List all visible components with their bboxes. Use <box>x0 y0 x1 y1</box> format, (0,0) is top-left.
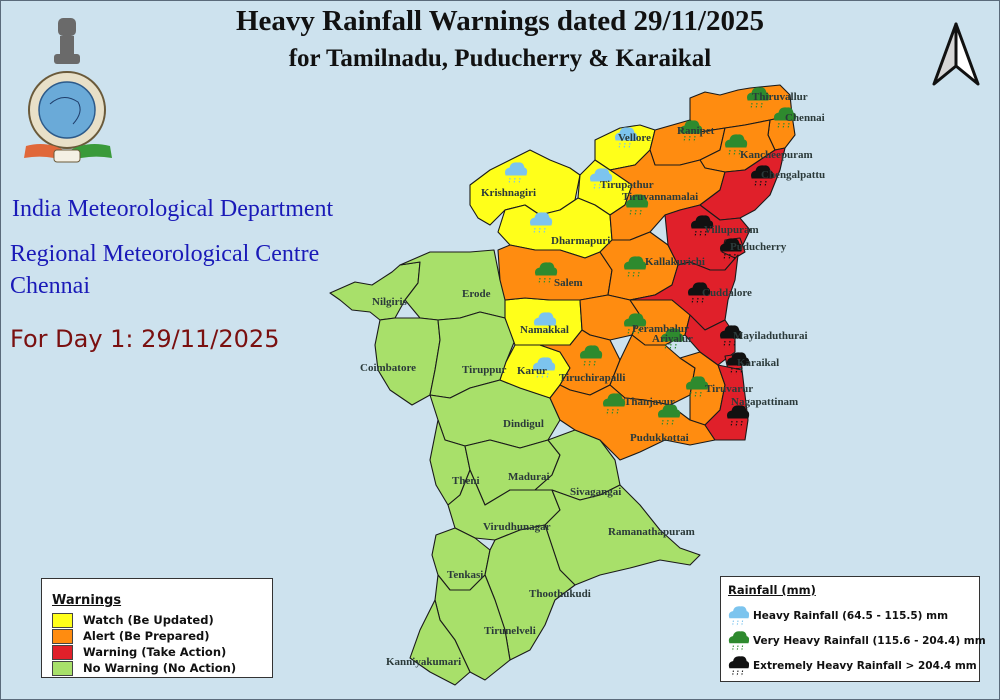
label-perambalur: Perambalur <box>632 323 689 335</box>
label-tenkasi: Tenkasi <box>447 569 483 581</box>
legend-label: Alert (Be Prepared) <box>83 629 210 643</box>
legend-label: Extremely Heavy Rainfall > 204.4 mm <box>753 660 977 672</box>
label-thiruvallur: Thiruvallur <box>752 91 808 103</box>
warnings-legend: Warnings Watch (Be Updated) Alert (Be Pr… <box>41 578 273 678</box>
label-mayiladuthurai: Mayiladuthurai <box>733 330 808 342</box>
org-name: India Meteorological Department <box>12 196 334 222</box>
label-chengalpattu: Chengalpattu <box>761 169 825 181</box>
label-coimbatore: Coimbatore <box>360 362 416 374</box>
label-krishnagiri: Krishnagiri <box>481 187 536 199</box>
legend-label: No Warning (No Action) <box>83 661 237 675</box>
alert-swatch <box>52 628 73 644</box>
label-thanjavur: Thanjavur <box>624 396 675 408</box>
label-ariyalur: Ariyalur <box>652 333 693 345</box>
imd-logo-icon <box>24 18 112 163</box>
label-karur: Karur <box>517 365 547 377</box>
label-sivagangai: Sivagangai <box>570 486 621 498</box>
warnings-legend-title: Warnings <box>52 593 122 608</box>
label-namakkal: Namakkal <box>520 324 569 336</box>
no-warning-swatch <box>52 660 73 676</box>
legend-label: Heavy Rainfall (64.5 - 115.5) mm <box>753 610 949 622</box>
label-theni: Theni <box>452 475 480 487</box>
light-blue-rain-cloud-icon <box>728 606 749 627</box>
label-kallakurichi: Kallakurichi <box>645 256 705 268</box>
label-tiruchirapalli: Tiruchirapalli <box>559 372 625 384</box>
regional-centre: Regional Meteorological Centre Chennai <box>10 238 319 302</box>
label-villupuram: Villupuram <box>704 224 759 236</box>
legend-label: Watch (Be Updated) <box>83 613 214 627</box>
label-thoothukudi: Thoothukudi <box>529 588 591 600</box>
label-tirupathur: Tirupathur <box>600 179 654 191</box>
legend-item-watch: Watch (Be Updated) <box>52 612 214 628</box>
label-dharmapuri: Dharmapuri <box>551 235 610 247</box>
green-rain-cloud-icon <box>728 631 749 652</box>
label-cuddalore: Cuddalore <box>702 287 752 299</box>
label-puducherry: Puducherry <box>730 241 787 253</box>
label-ramanathapuram: Ramanathapuram <box>608 526 695 538</box>
watch-swatch <box>52 612 73 628</box>
label-pudukkottai: Pudukkottai <box>630 432 689 444</box>
black-rain-cloud-icon <box>728 656 749 677</box>
warning-swatch <box>52 644 73 660</box>
label-salem: Salem <box>554 277 583 289</box>
label-vellore: Vellore <box>618 132 651 144</box>
north-arrow-icon <box>932 22 980 86</box>
district-thanjavur <box>609 334 696 406</box>
district-kanniyakumari <box>409 599 471 686</box>
label-erode: Erode <box>462 288 491 300</box>
district-nilgiris <box>329 261 421 321</box>
label-tiruvarur: Tiruvarur <box>705 383 753 395</box>
label-nilgiris: Nilgiris <box>372 296 408 308</box>
label-dindigul: Dindigul <box>503 418 544 430</box>
rainfall-legend-title: Rainfall (mm) <box>728 583 816 597</box>
district-mayiladuthurai <box>684 314 736 366</box>
label-kanniyakumari: Kanniyakumari <box>386 656 461 668</box>
label-chennai: Chennai <box>785 112 825 124</box>
district-erode <box>399 249 511 321</box>
label-tiruvannamalai: Tiruvannamalai <box>622 191 698 203</box>
label-nagapattinam: Nagapattinam <box>731 396 798 408</box>
forecast-day: For Day 1: 29/11/2025 <box>10 325 280 353</box>
legend-item-no-warning: No Warning (No Action) <box>52 660 236 676</box>
rainfall-legend: Rainfall (mm) Heavy Rainfall (64.5 - 115… <box>720 576 986 682</box>
legend-item-heavy: Heavy Rainfall (64.5 - 115.5) mm <box>727 605 948 627</box>
regional-centre-city: Chennai <box>10 273 90 299</box>
label-karaikal: Karaikal <box>737 357 779 369</box>
label-madurai: Madurai <box>508 471 550 483</box>
page-title: Heavy Rainfall Warnings dated 29/11/2025 <box>236 5 764 37</box>
legend-item-extreme: Extremely Heavy Rainfall > 204.4 mm <box>727 655 977 677</box>
label-virudhunagar: Virudhunagar <box>483 521 551 533</box>
label-ranipet: Ranipet <box>677 125 715 137</box>
label-tirunelveli: Tirunelveli <box>484 625 536 637</box>
legend-item-alert: Alert (Be Prepared) <box>52 628 210 644</box>
legend-label: Very Heavy Rainfall (115.6 - 204.4) mm <box>753 635 986 647</box>
legend-item-very-heavy: Very Heavy Rainfall (115.6 - 204.4) mm <box>727 630 986 652</box>
legend-item-warning: Warning (Take Action) <box>52 644 226 660</box>
label-tiruppur: Tiruppur <box>462 364 507 376</box>
label-kancheepuram: Kancheepuram <box>740 149 813 161</box>
regional-centre-line: Regional Meteorological Centre <box>10 241 320 267</box>
page-subtitle: for Tamilnadu, Puducherry & Karaikal <box>288 45 712 72</box>
legend-label: Warning (Take Action) <box>83 645 227 659</box>
